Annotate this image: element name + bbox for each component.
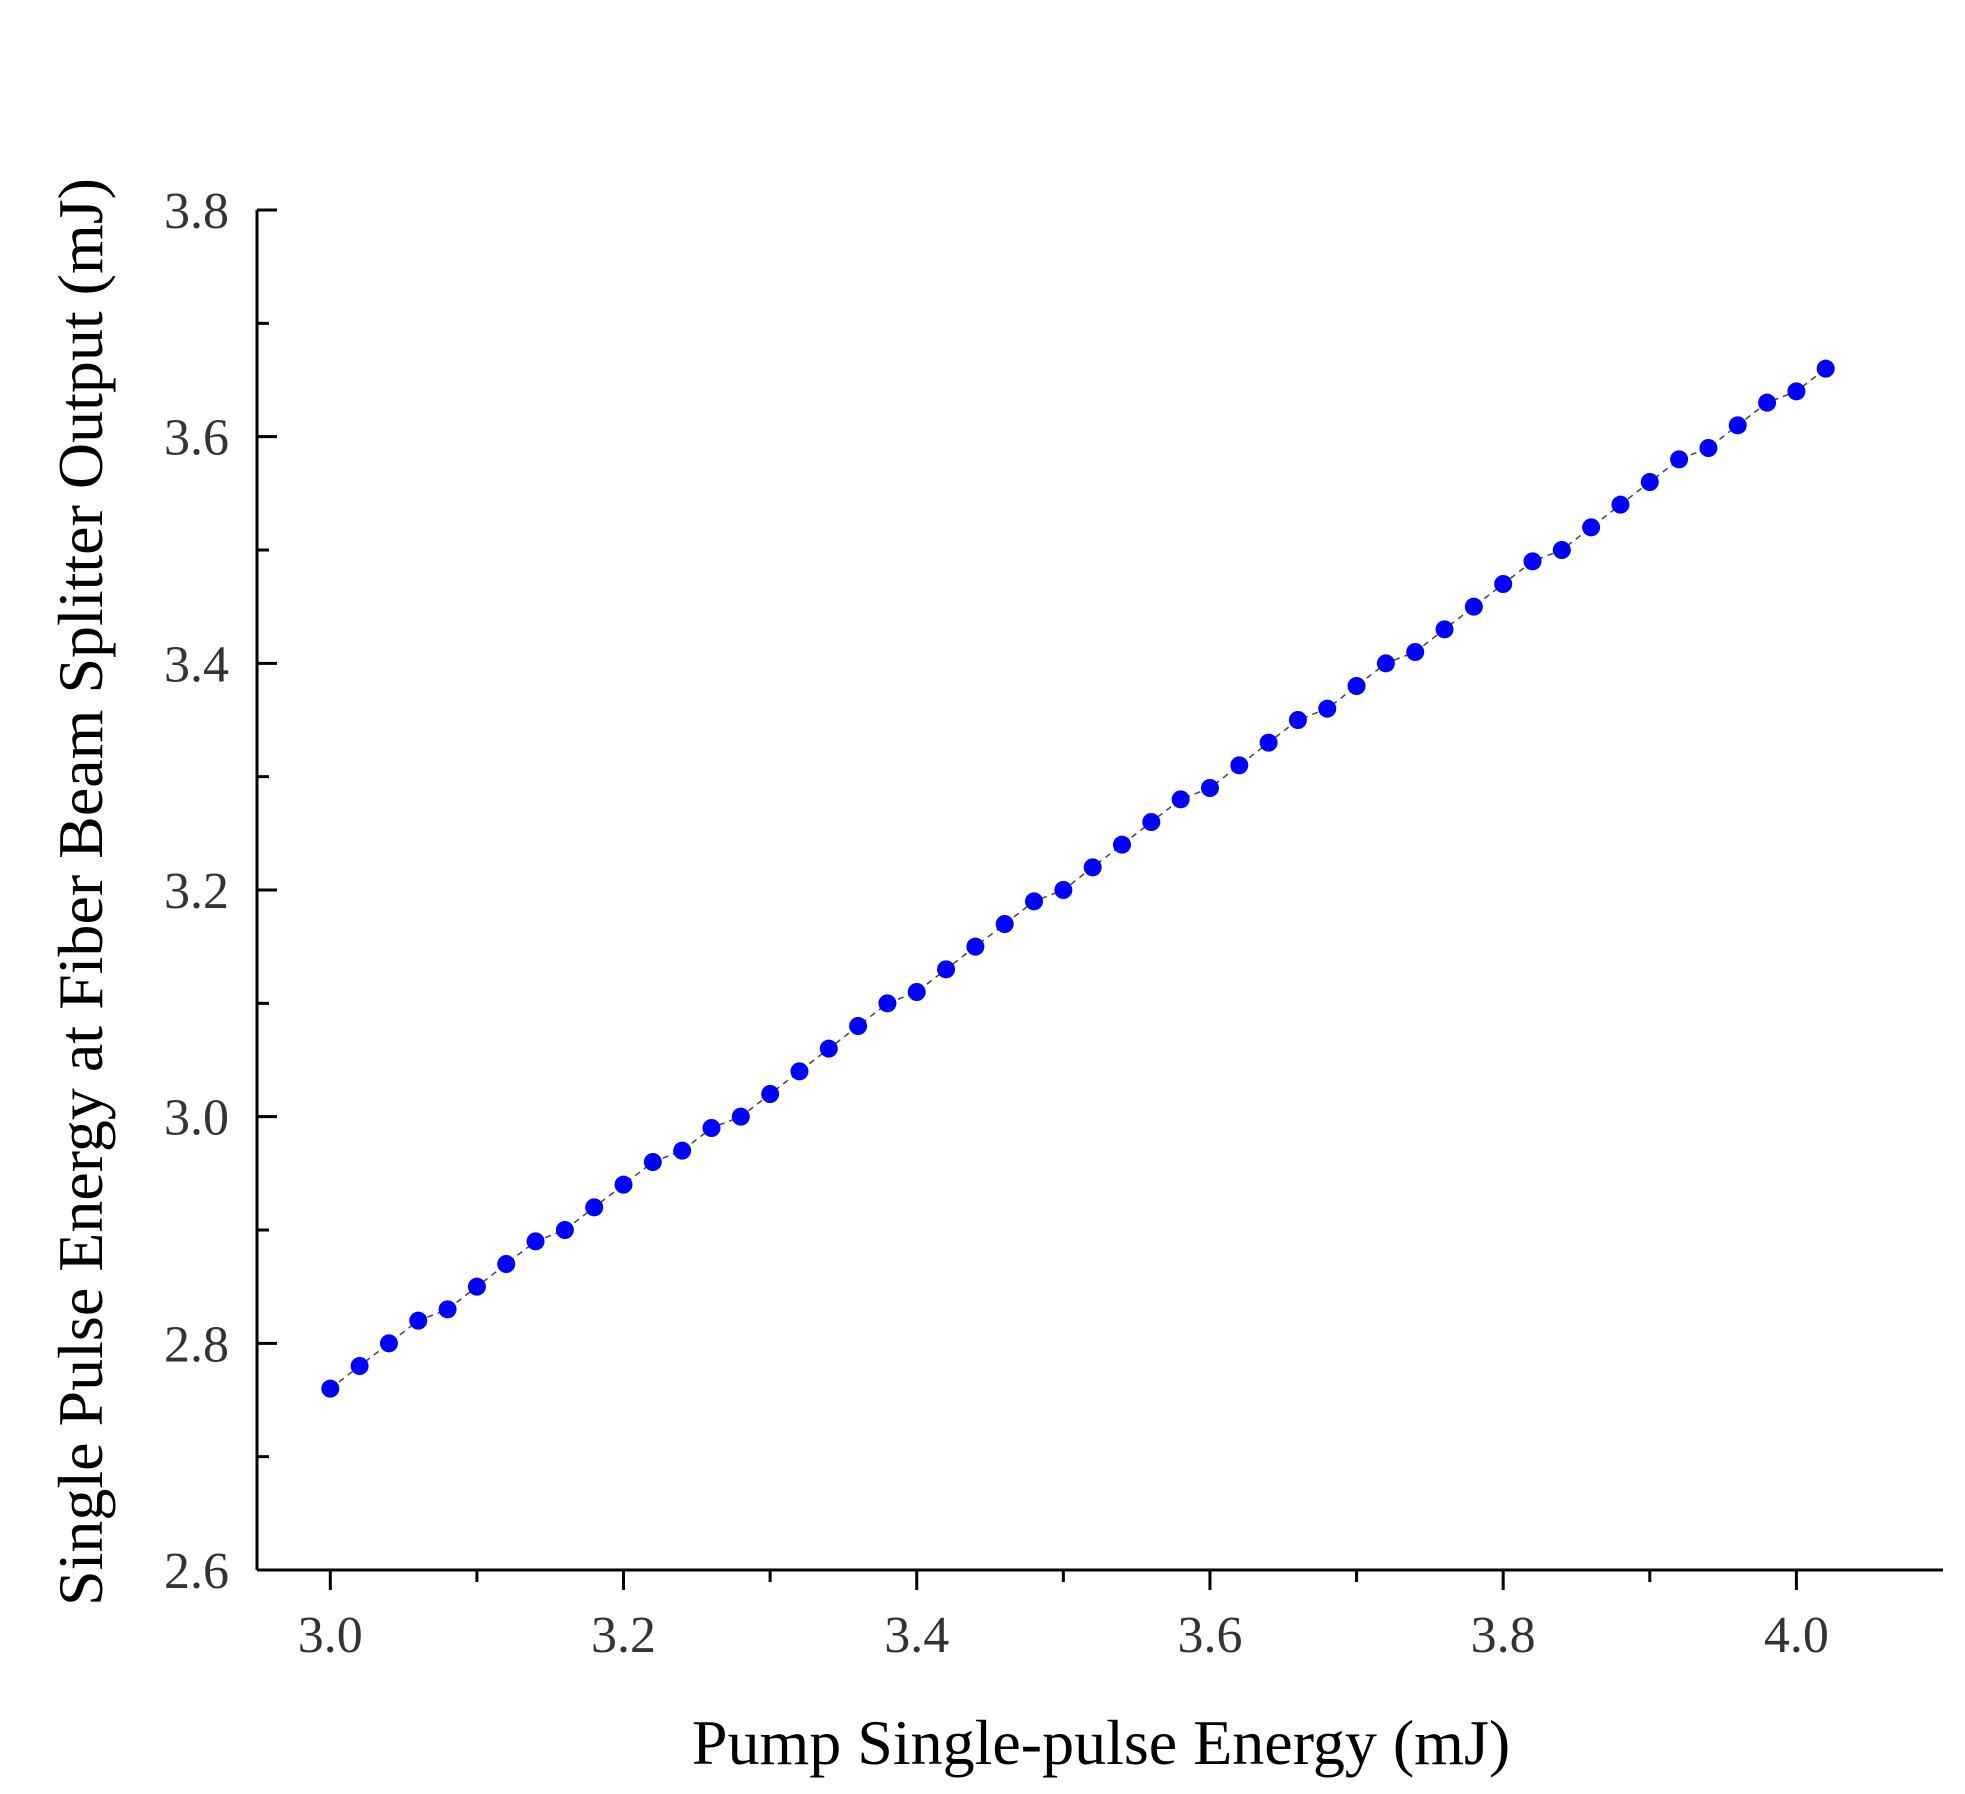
y-axis-title: Single Pulse Energy at Fiber Beam Splitt… — [45, 178, 116, 1606]
data-point — [1582, 518, 1601, 537]
data-point — [1464, 597, 1483, 616]
data-point — [1200, 779, 1219, 797]
x-axis-title: Pump Single-pulse Energy (mJ) — [692, 1707, 1510, 1778]
data-point — [379, 1334, 398, 1353]
y-tick-label-4: 3.4 — [164, 636, 229, 693]
data-point — [1758, 393, 1777, 412]
data-point — [1728, 416, 1747, 435]
data-point — [761, 1085, 780, 1103]
y-ticks: 2.6 2.8 3.0 3.2 3.4 3.6 3.8 — [164, 183, 277, 1600]
data-point — [702, 1119, 721, 1137]
data-point — [409, 1311, 428, 1330]
data-point — [966, 937, 985, 956]
data-point — [467, 1277, 486, 1296]
data-point — [1347, 677, 1366, 695]
data-point — [1171, 790, 1190, 809]
data-point — [673, 1141, 692, 1160]
data-point — [497, 1255, 516, 1273]
data-point — [1142, 813, 1161, 831]
data-point — [321, 1379, 340, 1398]
x-tick-label-4: 3.8 — [1471, 1607, 1536, 1664]
y-tick-label-2: 3.0 — [164, 1090, 229, 1147]
y-tick-label-3: 3.2 — [164, 863, 229, 920]
data-point — [1054, 881, 1073, 899]
data-point — [1435, 620, 1454, 639]
data-point — [1376, 654, 1395, 673]
data-point — [790, 1062, 809, 1081]
data-point — [1112, 835, 1131, 854]
data-point — [1025, 892, 1044, 911]
data-point — [1552, 541, 1571, 559]
axes — [255, 210, 1943, 1572]
data-point — [731, 1107, 750, 1126]
x-tick-label-2: 3.4 — [884, 1607, 949, 1664]
data-point — [1406, 643, 1425, 661]
series-lines — [329, 368, 1827, 1390]
x-tick-label-1: 3.2 — [591, 1607, 656, 1664]
data-point — [1083, 858, 1102, 877]
data-point — [555, 1221, 574, 1239]
data-point — [907, 983, 926, 1001]
y-tick-label-6: 3.8 — [164, 183, 229, 240]
series-points — [321, 359, 1835, 1398]
data-point — [526, 1232, 545, 1251]
data-point — [1259, 733, 1278, 752]
data-point — [878, 994, 897, 1013]
data-point — [1318, 699, 1337, 718]
data-point — [1494, 575, 1513, 593]
data-point — [1816, 359, 1835, 378]
data-point — [438, 1300, 457, 1319]
data-point — [1523, 552, 1542, 571]
x-tick-label-0: 3.0 — [298, 1607, 363, 1664]
data-point — [1611, 495, 1630, 514]
data-point — [585, 1198, 604, 1217]
data-point — [1670, 450, 1689, 469]
data-point — [1230, 756, 1249, 775]
y-tick-label-1: 2.8 — [164, 1316, 229, 1373]
data-point — [350, 1357, 369, 1375]
data-point — [849, 1017, 868, 1035]
data-point — [995, 915, 1014, 933]
data-point — [1699, 439, 1718, 457]
data-point — [614, 1175, 633, 1194]
data-point — [1288, 711, 1307, 729]
series-line-0 — [329, 368, 1827, 1390]
y-tick-label-0: 2.6 — [164, 1543, 229, 1600]
y-tick-label-5: 3.6 — [164, 410, 229, 467]
x-ticks: 3.0 3.2 3.4 3.6 3.8 4.0 — [298, 1570, 1829, 1664]
x-tick-label-3: 3.6 — [1177, 1607, 1242, 1664]
data-point — [1787, 382, 1806, 401]
data-point — [819, 1039, 838, 1058]
data-point — [937, 960, 956, 979]
data-point — [643, 1153, 662, 1171]
data-point — [1640, 473, 1659, 491]
x-tick-label-5: 4.0 — [1764, 1607, 1829, 1664]
